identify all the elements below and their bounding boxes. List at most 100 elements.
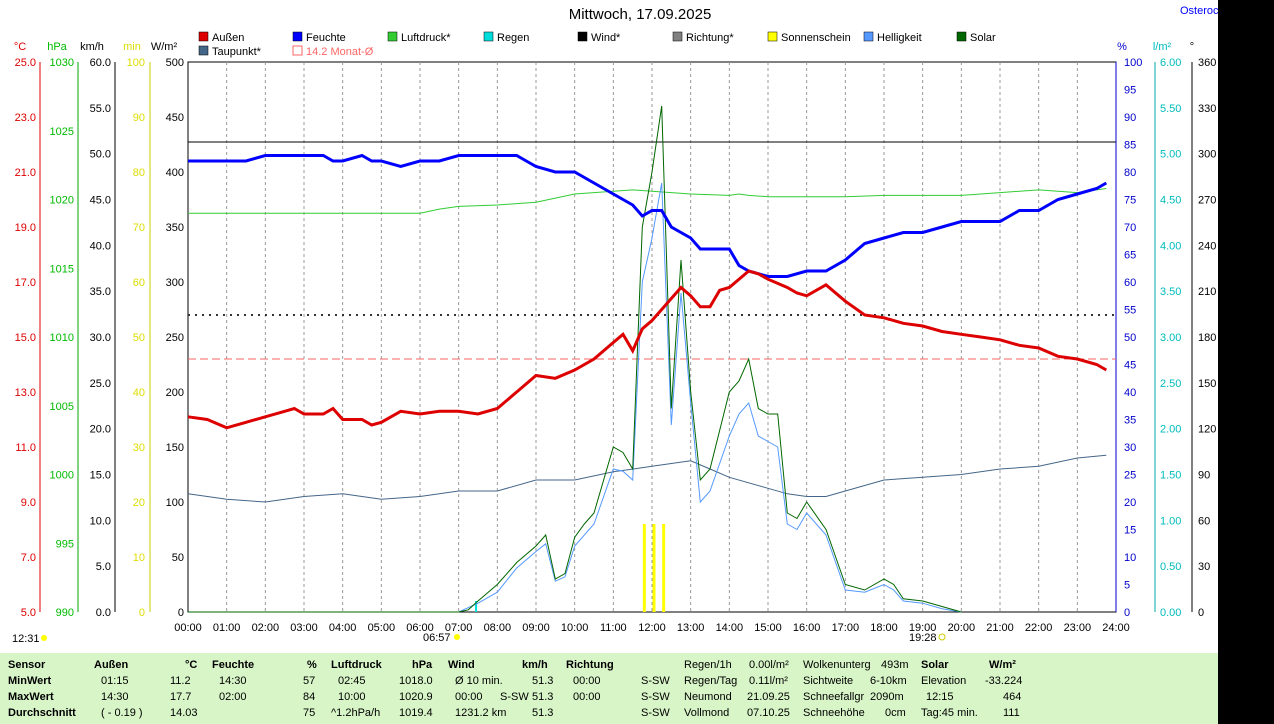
x-tick-label: 17:00 <box>832 622 860 634</box>
dir-tick-label: 240 <box>1198 240 1216 252</box>
press-tick-label: 1015 <box>50 263 74 275</box>
legend-label: Richtung* <box>686 32 734 44</box>
legend-label: Taupunkt* <box>212 46 262 58</box>
hum-tick-label: 40 <box>1124 387 1136 399</box>
stats-max-feuchte-time: 02:00 <box>219 691 247 703</box>
legend-swatch <box>672 31 683 42</box>
legend-label: Sonnenschein <box>781 32 851 44</box>
solar-tick-label: 150 <box>166 442 184 454</box>
extra-label: Schneefallgr <box>803 691 865 703</box>
stats-max-wind-dir: S-SW <box>500 691 529 703</box>
x-tick-label: 18:00 <box>870 622 898 634</box>
moonrise-time: 12:31 <box>12 633 40 645</box>
dir-tick-label: 150 <box>1198 378 1216 390</box>
sunrise-time: 06:57 <box>423 632 451 644</box>
solar-tick-label: 100 <box>166 497 184 509</box>
sun-tick-label: 10 <box>133 552 145 564</box>
x-tick-label: 14:00 <box>716 622 744 634</box>
stats-row-min-label: MinWert <box>8 675 52 687</box>
dir-tick-label: 30 <box>1198 561 1210 573</box>
rain-tick-label: 3.00 <box>1160 332 1181 344</box>
stats-avg-solar-val: 111 <box>1003 707 1020 719</box>
solar-tick-label: 400 <box>166 167 184 179</box>
hum-tick-label: 0 <box>1124 607 1130 619</box>
press-tick-label: 1030 <box>50 57 74 69</box>
legend-swatch <box>956 31 967 42</box>
hum-tick-label: 80 <box>1124 167 1136 179</box>
solar-tick-label: 500 <box>166 57 184 69</box>
sunset-icon <box>938 633 946 641</box>
x-tick-label: 20:00 <box>948 622 976 634</box>
sun-tick-label: 40 <box>133 387 145 399</box>
press-tick-label: 995 <box>56 538 74 550</box>
stats-max-solar-label: 12:15 <box>926 691 954 703</box>
wind-tick-label: 10.0 <box>90 515 111 527</box>
stats-header-aussen: Außen <box>94 659 129 671</box>
solar-tick-label: 450 <box>166 112 184 124</box>
extra-label: Neumond <box>684 691 732 703</box>
legend-label: Solar <box>970 32 996 44</box>
rain-tick-label: 6.00 <box>1160 57 1181 69</box>
stats-max-druck-time: 10:00 <box>338 691 366 703</box>
x-tick-label: 08:00 <box>484 622 512 634</box>
wind-tick-label: 40.0 <box>90 240 111 252</box>
rain-tick-label: 0.00 <box>1160 607 1181 619</box>
legend-label: Wind* <box>591 32 621 44</box>
legend-swatch <box>387 31 398 42</box>
sun-tick-label: 60 <box>133 277 145 289</box>
legend-swatch <box>198 45 209 56</box>
chart-title: Mittwoch, 17.09.2025 <box>568 6 712 23</box>
rain-tick-label: 4.50 <box>1160 195 1181 207</box>
series-line-feuchte <box>188 153 1108 278</box>
stats-avg-wind-val: 51.3 <box>532 707 554 719</box>
x-tick-label: 19:00 <box>909 622 937 634</box>
axis-unit-label: ° <box>1190 41 1194 53</box>
hum-tick-label: 60 <box>1124 277 1136 289</box>
wind-tick-label: 25.0 <box>90 378 111 390</box>
series-line-solar <box>188 105 962 613</box>
site-name[interactable]: Osteroc <box>1180 5 1219 17</box>
legend-swatch <box>292 45 303 56</box>
press-tick-label: 990 <box>56 607 74 619</box>
temp-tick-label: 11.0 <box>15 442 36 454</box>
extra-label: Wolkenunterg <box>803 659 871 671</box>
sun-tick-label: 70 <box>133 222 145 234</box>
stats-min-aussen-val: 11.2 <box>170 675 191 687</box>
stats-min-feuchte-time: 14:30 <box>219 675 247 687</box>
series-line-luftdruck <box>188 188 1107 214</box>
sun-tick-label: 90 <box>133 112 145 124</box>
hum-tick-label: 90 <box>1124 112 1136 124</box>
hum-tick-label: 50 <box>1124 332 1136 344</box>
wind-tick-label: 5.0 <box>96 561 111 573</box>
hum-tick-label: 95 <box>1124 85 1136 97</box>
extra-label: Regen/Tag <box>684 675 738 687</box>
stats-min-aussen-time: 01:15 <box>101 675 129 687</box>
extra-value: 0cm <box>885 707 906 719</box>
rain-tick-label: 3.50 <box>1160 286 1181 298</box>
legend-label: Helligkeit <box>877 32 922 44</box>
x-tick-label: 00:00 <box>174 622 202 634</box>
temp-tick-label: 23.0 <box>15 112 36 124</box>
temp-tick-label: 19.0 <box>15 222 36 234</box>
wind-tick-label: 55.0 <box>90 103 111 115</box>
series-line-taupunkt <box>187 454 1107 503</box>
stats-avg-feuchte-val: 75 <box>303 707 316 719</box>
axis-unit-label: % <box>1117 41 1127 53</box>
dir-tick-label: 360 <box>1198 57 1216 69</box>
x-tick-label: 06:00 <box>406 622 434 634</box>
extra-value: 2090m <box>870 691 904 703</box>
x-tick-label: 03:00 <box>290 622 318 634</box>
hum-tick-label: 15 <box>1124 525 1136 537</box>
rain-tick-label: 0.50 <box>1160 561 1181 573</box>
weather-chart: 25.0 23.0 21.0 19.0 17.0 15.0 13.0 11.0 9.0 7.0 5.… <box>12 31 1216 645</box>
dir-tick-label: 90 <box>1198 470 1210 482</box>
legend-swatch <box>483 31 494 42</box>
stats-avg-wind-label: 1231.2 km <box>455 707 507 719</box>
hum-tick-label: 10 <box>1124 552 1136 564</box>
wind-tick-label: 15.0 <box>90 470 111 482</box>
sunset-time: 19:28 <box>909 632 937 644</box>
stats-max-aussen-val: 17.7 <box>170 691 192 703</box>
hum-tick-label: 35 <box>1124 415 1136 427</box>
legend-label: Regen <box>497 32 529 44</box>
hum-tick-label: 55 <box>1124 305 1136 317</box>
